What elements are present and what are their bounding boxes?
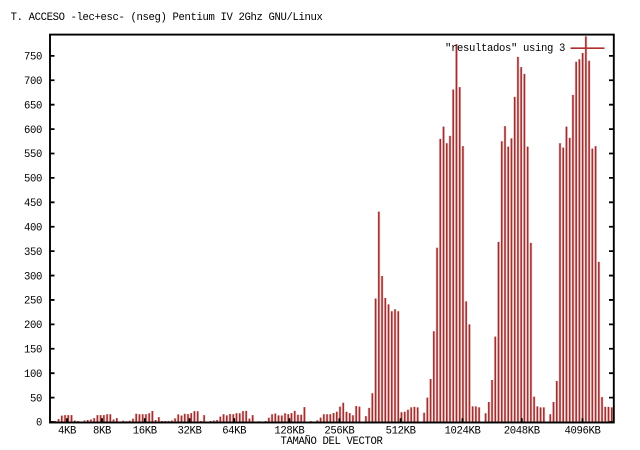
svg-text:550: 550: [24, 149, 42, 161]
svg-text:150: 150: [24, 344, 42, 356]
svg-text:500: 500: [24, 174, 42, 186]
svg-text:512KB: 512KB: [386, 425, 416, 437]
svg-text:200: 200: [24, 320, 42, 332]
svg-text:750: 750: [24, 52, 42, 64]
svg-text:TAMAÑO DEL VECTOR: TAMAÑO DEL VECTOR: [281, 435, 384, 448]
svg-text:2048KB: 2048KB: [504, 425, 540, 437]
svg-text:32KB: 32KB: [178, 425, 202, 437]
svg-text:0: 0: [36, 418, 42, 430]
svg-text:1024KB: 1024KB: [445, 425, 481, 437]
svg-text:50: 50: [30, 393, 42, 405]
svg-text:"resultados" using 3: "resultados" using 3: [445, 43, 565, 55]
svg-text:8KB: 8KB: [93, 425, 111, 437]
svg-text:650: 650: [24, 100, 42, 112]
svg-text:100: 100: [24, 369, 42, 381]
svg-text:250: 250: [24, 296, 42, 308]
svg-text:4KB: 4KB: [58, 425, 76, 437]
svg-text:300: 300: [24, 271, 42, 283]
svg-text:450: 450: [24, 198, 42, 210]
svg-text:600: 600: [24, 125, 42, 137]
svg-text:256KB: 256KB: [324, 425, 354, 437]
svg-text:400: 400: [24, 222, 42, 234]
svg-text:700: 700: [24, 76, 42, 88]
svg-text:64KB: 64KB: [222, 425, 246, 437]
svg-text:350: 350: [24, 247, 42, 259]
svg-text:128KB: 128KB: [274, 425, 304, 437]
svg-text:16KB: 16KB: [133, 425, 157, 437]
svg-text:T. ACCESO -lec+esc- (nseg) Pen: T. ACCESO -lec+esc- (nseg) Pentium IV 2G…: [11, 12, 323, 24]
svg-text:4096KB: 4096KB: [565, 425, 601, 437]
